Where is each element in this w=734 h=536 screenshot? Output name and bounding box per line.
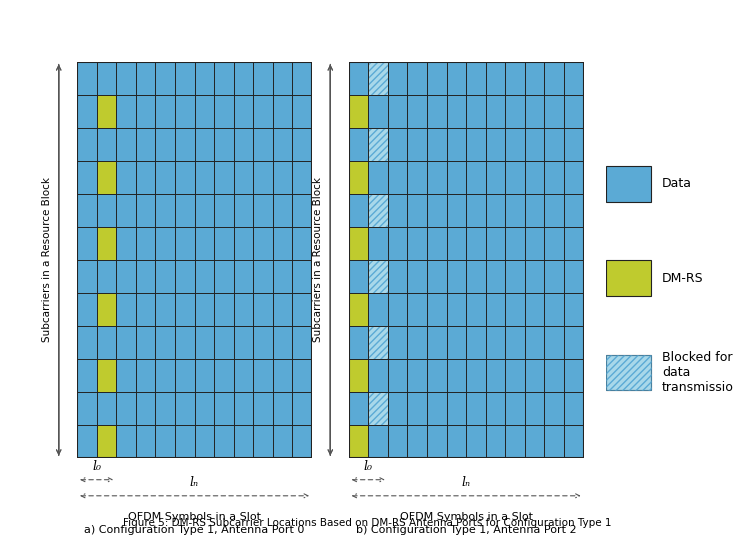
Text: lₙ: lₙ bbox=[190, 476, 199, 489]
Bar bbox=[606, 260, 651, 296]
Text: Subcarriers in a Resource Block: Subcarriers in a Resource Block bbox=[313, 177, 323, 343]
Bar bbox=[368, 326, 388, 359]
Text: OFDM Symbols in a Slot: OFDM Symbols in a Slot bbox=[399, 512, 533, 522]
Text: l₀: l₀ bbox=[92, 460, 101, 473]
Text: Data: Data bbox=[662, 177, 692, 190]
Bar bbox=[97, 359, 116, 392]
Bar bbox=[606, 355, 651, 390]
Bar bbox=[97, 425, 116, 458]
Bar bbox=[349, 161, 368, 194]
Text: OFDM Symbols in a Slot: OFDM Symbols in a Slot bbox=[128, 512, 261, 522]
Bar bbox=[368, 62, 388, 95]
Bar bbox=[368, 326, 388, 359]
Text: a) Configuration Type 1, Antenna Port 0: a) Configuration Type 1, Antenna Port 0 bbox=[84, 525, 305, 535]
Text: lₙ: lₙ bbox=[462, 476, 470, 489]
Bar bbox=[97, 95, 116, 128]
Bar bbox=[349, 359, 368, 392]
Bar bbox=[606, 166, 651, 202]
Bar bbox=[368, 260, 388, 293]
Text: Subcarriers in a Resource Block: Subcarriers in a Resource Block bbox=[42, 177, 51, 343]
Bar bbox=[606, 355, 651, 390]
Text: DM-RS: DM-RS bbox=[662, 272, 704, 285]
Bar bbox=[368, 62, 388, 95]
Text: l₀: l₀ bbox=[364, 460, 373, 473]
Bar bbox=[368, 392, 388, 425]
Bar bbox=[368, 128, 388, 161]
Text: Figure 5: DM-RS Subcarrier Locations Based on DM-RS Antenna Ports for Configurat: Figure 5: DM-RS Subcarrier Locations Bas… bbox=[123, 518, 611, 528]
Bar bbox=[349, 425, 368, 458]
Bar bbox=[349, 293, 368, 326]
Bar bbox=[368, 194, 388, 227]
Text: b) Configuration Type 1, Antenna Port 2: b) Configuration Type 1, Antenna Port 2 bbox=[356, 525, 576, 535]
Bar bbox=[368, 260, 388, 293]
Bar bbox=[97, 161, 116, 194]
Bar bbox=[349, 227, 368, 260]
Bar bbox=[368, 194, 388, 227]
Bar bbox=[97, 227, 116, 260]
Bar bbox=[97, 293, 116, 326]
Bar bbox=[368, 128, 388, 161]
Bar bbox=[349, 95, 368, 128]
Text: Blocked for
data
transmission: Blocked for data transmission bbox=[662, 351, 734, 394]
Bar bbox=[368, 392, 388, 425]
